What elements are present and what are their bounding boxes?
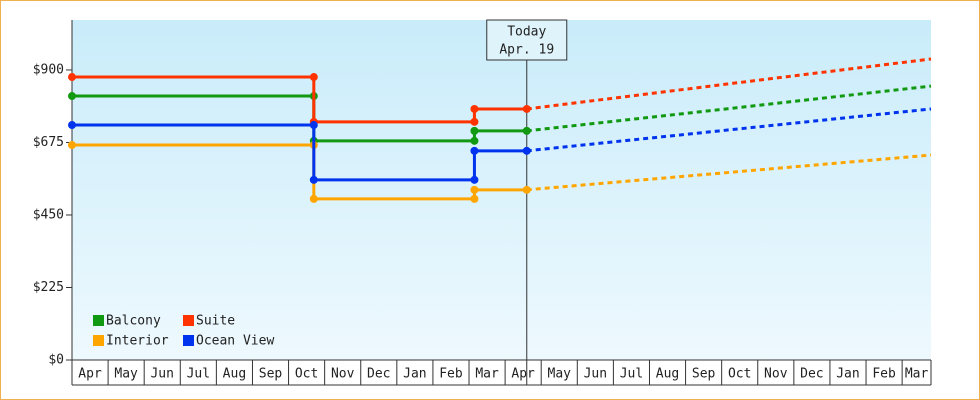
x-tick-label: Feb bbox=[439, 367, 463, 382]
x-tick-label: Dec bbox=[367, 367, 390, 382]
x-tick-label: Apr bbox=[78, 367, 102, 382]
point bbox=[470, 126, 479, 135]
legend-swatch bbox=[93, 315, 104, 326]
point bbox=[68, 73, 76, 82]
x-tick-label: Aug bbox=[656, 367, 679, 382]
point bbox=[470, 194, 479, 203]
x-tick-label: May bbox=[548, 367, 572, 382]
point bbox=[309, 175, 318, 184]
series-line bbox=[72, 94, 527, 143]
x-tick-label: Sep bbox=[259, 367, 283, 382]
legend-swatch bbox=[183, 335, 194, 346]
x-tick-label: Nov bbox=[331, 367, 355, 382]
x-tick-label: Jun bbox=[150, 367, 173, 382]
series-line bbox=[72, 75, 527, 124]
x-tick-label: Mar bbox=[475, 367, 499, 382]
x-tick-label: Aug bbox=[223, 367, 246, 382]
series-line bbox=[72, 123, 527, 182]
x-tick-label: Nov bbox=[764, 367, 788, 382]
y-tick-label: $675 bbox=[33, 135, 64, 150]
point bbox=[522, 146, 531, 155]
legend-swatch bbox=[93, 335, 104, 346]
point bbox=[522, 126, 531, 135]
legend-label: Ocean View bbox=[196, 334, 274, 349]
legend-label: Balcony bbox=[106, 314, 161, 329]
x-tick-label: Oct bbox=[295, 367, 318, 382]
point bbox=[470, 185, 479, 194]
forecast-line bbox=[526, 153, 932, 192]
x-tick-label: May bbox=[114, 367, 138, 382]
point bbox=[470, 136, 479, 145]
today-title: Today bbox=[507, 25, 546, 40]
x-tick-label: Jul bbox=[187, 367, 210, 382]
point bbox=[309, 121, 318, 130]
y-tick-label: $0 bbox=[48, 353, 64, 368]
today-date: Apr. 19 bbox=[499, 43, 554, 58]
point bbox=[68, 141, 76, 150]
x-tick-label: Mar bbox=[905, 367, 929, 382]
x-tick-label: Dec bbox=[800, 367, 823, 382]
x-tick-label: Sep bbox=[692, 367, 716, 382]
legend-swatch bbox=[183, 315, 194, 326]
forecast-line bbox=[526, 57, 932, 111]
y-tick-label: $900 bbox=[33, 62, 64, 77]
forecast-line bbox=[526, 84, 932, 133]
x-tick-label: Jan bbox=[403, 367, 426, 382]
x-tick-label: Oct bbox=[728, 367, 751, 382]
x-tick-label: Feb bbox=[872, 367, 896, 382]
point bbox=[522, 104, 531, 113]
legend-label: Interior bbox=[106, 334, 169, 349]
x-tick-label: Jan bbox=[836, 367, 859, 382]
x-tick-label: Jun bbox=[584, 367, 607, 382]
series-line bbox=[72, 143, 527, 201]
point bbox=[522, 185, 531, 194]
y-tick-label: $225 bbox=[33, 280, 64, 295]
point bbox=[68, 92, 76, 101]
x-tick-label: Apr bbox=[511, 367, 535, 382]
point bbox=[470, 146, 479, 155]
today-box bbox=[486, 19, 568, 61]
point bbox=[470, 104, 479, 113]
legend-label: Suite bbox=[196, 314, 235, 329]
y-tick-label: $450 bbox=[33, 207, 64, 222]
point bbox=[309, 194, 318, 203]
point bbox=[68, 121, 76, 130]
point bbox=[470, 175, 479, 184]
x-tick-label: Jul bbox=[620, 367, 643, 382]
point bbox=[470, 117, 479, 126]
forecast-line bbox=[526, 107, 932, 153]
point bbox=[309, 73, 318, 82]
